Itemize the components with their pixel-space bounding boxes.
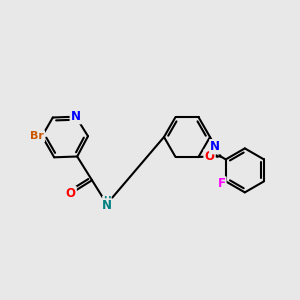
Text: F: F — [218, 177, 225, 190]
Text: Br: Br — [30, 131, 44, 141]
Text: N: N — [102, 200, 112, 212]
Text: H: H — [103, 196, 111, 206]
Text: N: N — [71, 110, 81, 123]
Text: N: N — [210, 140, 220, 153]
Text: O: O — [66, 187, 76, 200]
Text: O: O — [205, 150, 214, 163]
